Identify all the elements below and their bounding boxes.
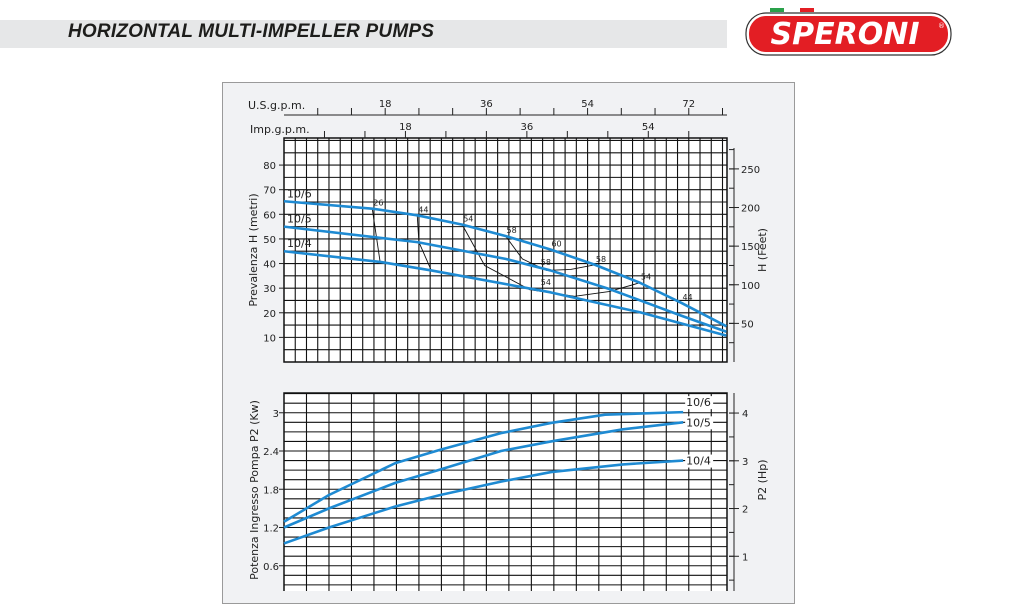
efficiency-label: 60: [551, 240, 561, 249]
y2-tick-label: 3: [742, 457, 748, 468]
flag-green: [770, 8, 784, 12]
imp-gpm-tick-label: 54: [642, 122, 655, 133]
speroni-logo: SPERONI ®: [745, 8, 952, 56]
y2-axis-title: P2 (Hp): [756, 460, 769, 501]
efficiency-label: 44: [682, 293, 692, 302]
efficiency-label: 58: [596, 255, 606, 264]
y-tick-label: 20: [263, 309, 276, 320]
series-line-10-6: [283, 199, 728, 328]
y-tick-label: 3: [273, 409, 279, 420]
series-label: 10/4: [287, 237, 312, 250]
y2-tick-label: 200: [741, 204, 760, 215]
imp-gpm-tick-label: 18: [399, 122, 412, 133]
series-line-10-5: [283, 421, 684, 529]
series-line-10-6: [283, 410, 684, 523]
y2-tick-label: 4: [742, 409, 748, 420]
y2-tick-label: 50: [741, 319, 754, 330]
svg-text:®: ®: [938, 22, 945, 30]
series-line-10-4: [283, 249, 727, 337]
imp-gpm-label: Imp.g.p.m.: [250, 123, 310, 136]
us-gpm-label: U.S.g.p.m.: [248, 99, 305, 112]
y2-tick-label: 250: [741, 165, 760, 176]
y-tick-label: 60: [263, 210, 276, 221]
series-label: 10/6: [287, 187, 312, 200]
y-axis-title: Prevalenza H (metri): [247, 193, 260, 306]
series-label-bg: [685, 416, 714, 430]
efficiency-label: 58: [507, 226, 517, 235]
y-axis-title: Potenza Ingresso Pompa P2 (Kw): [248, 400, 261, 580]
efficiency-label: 58: [541, 258, 551, 267]
efficiency-label: 54: [541, 278, 551, 287]
y-tick-label: 1.8: [263, 485, 279, 496]
y-tick-label: 0.6: [263, 562, 279, 573]
series-line-10-5: [283, 225, 727, 333]
y2-tick-label: 2: [742, 505, 748, 516]
page-title: HORIZONTAL MULTI-IMPELLER PUMPS: [68, 21, 435, 42]
y2-tick-label: 100: [741, 281, 760, 292]
imp-gpm-tick-label: 36: [520, 122, 533, 133]
y-tick-label: 40: [263, 260, 276, 271]
y-tick-label: 50: [263, 235, 276, 246]
series-line-10-4: [283, 459, 684, 545]
series-label-bg: [685, 454, 714, 468]
efficiency-label: 44: [418, 205, 428, 214]
us-gpm-tick-label: 36: [480, 99, 493, 110]
flag-red: [800, 8, 814, 12]
plot-area-head: [283, 137, 728, 363]
y-tick-label: 70: [263, 186, 276, 197]
y2-axis-title: H (Feet): [756, 228, 769, 272]
series-label: 10/5: [686, 416, 711, 429]
y2-tick-label: 1: [742, 552, 748, 563]
efficiency-label: 54: [463, 215, 473, 224]
series-label: 10/6: [686, 396, 711, 409]
y-tick-label: 10: [263, 333, 276, 344]
y-tick-label: 1.2: [263, 524, 279, 535]
header-band: [0, 20, 727, 48]
y-tick-label: 80: [263, 161, 276, 172]
us-gpm-tick-label: 18: [379, 99, 392, 110]
y2-tick-label: 150: [741, 242, 760, 253]
efficiency-line: [371, 208, 381, 263]
series-label-bg: [685, 396, 714, 410]
efficiency-label: 54: [641, 273, 651, 282]
y-tick-label: 30: [263, 284, 276, 295]
efficiency-label: 26: [373, 199, 383, 208]
us-gpm-tick-label: 54: [581, 99, 594, 110]
us-gpm-tick-label: 72: [682, 99, 695, 110]
series-label: 10/4: [686, 455, 711, 468]
svg-text:SPERONI: SPERONI: [771, 17, 920, 52]
y-tick-label: 2.4: [263, 447, 279, 458]
series-label: 10/5: [287, 213, 312, 226]
